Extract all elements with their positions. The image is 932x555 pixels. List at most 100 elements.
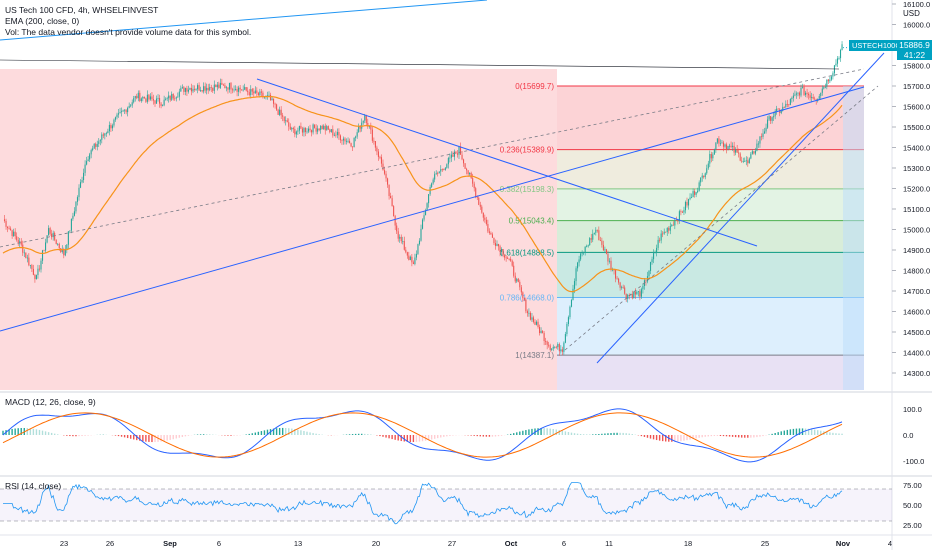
candle-body — [513, 266, 514, 276]
candle-body — [389, 185, 390, 196]
candle-body — [349, 141, 350, 143]
candle-body — [665, 232, 666, 233]
candle-body — [376, 148, 377, 152]
candle-body — [308, 129, 309, 132]
candle-body — [113, 120, 114, 126]
fib-band — [557, 298, 864, 356]
macd-bar — [48, 432, 49, 435]
candle-body — [506, 257, 507, 258]
candle-body — [347, 141, 348, 142]
macd-bar — [796, 429, 797, 435]
candle-body — [746, 160, 747, 161]
rsi-label[interactable]: RSI (14, close) — [5, 481, 61, 491]
candle-body — [299, 126, 300, 130]
candle-body — [832, 73, 833, 76]
candle-body — [94, 144, 95, 149]
macd-bar — [416, 435, 417, 442]
candle-body — [828, 80, 829, 82]
candle-body — [662, 234, 663, 235]
candle-body — [398, 231, 399, 238]
macd-bar — [516, 432, 517, 435]
candle-body — [796, 93, 797, 94]
candle-body — [671, 225, 672, 226]
candle-body — [275, 104, 276, 105]
candle-body — [317, 129, 318, 132]
candle-body — [72, 216, 73, 219]
candle-body — [316, 128, 317, 132]
candle-body — [648, 271, 649, 276]
macd-bar — [592, 434, 593, 435]
candle-body — [744, 161, 745, 162]
candle-body — [624, 288, 625, 294]
time-tick-label: 4 — [888, 539, 892, 548]
candle-body — [718, 138, 719, 143]
candle-body — [585, 247, 586, 253]
macd-bar — [568, 432, 569, 435]
macd-bar — [474, 435, 475, 436]
candle-body — [521, 287, 522, 292]
candle-body — [323, 126, 324, 129]
candle-body — [651, 259, 652, 262]
candle-body — [256, 91, 257, 93]
candle-body — [195, 89, 196, 90]
macd-bar — [723, 435, 724, 436]
candle-body — [594, 233, 595, 234]
macd-bar — [510, 434, 511, 435]
ema-label[interactable]: EMA (200, close, 0) — [5, 16, 251, 27]
candle-body — [230, 83, 231, 89]
macd-bar — [616, 433, 617, 435]
macd-bar — [747, 435, 748, 438]
candle-body — [322, 126, 323, 129]
candle-body — [743, 161, 744, 162]
macd-bar — [398, 435, 399, 440]
price-tick-label: 15800.0 — [903, 62, 930, 71]
candle-body — [37, 269, 38, 275]
candle-body — [556, 347, 557, 348]
candle-body — [633, 292, 634, 299]
macd-bar — [14, 429, 15, 435]
candle-body — [740, 154, 741, 161]
macd-bar — [702, 435, 703, 437]
macd-bar — [434, 435, 435, 439]
candle-body — [124, 109, 125, 110]
candle-body — [802, 87, 803, 88]
fib-level-label: 0.236(15389.9) — [500, 146, 555, 155]
macd-label[interactable]: MACD (12, 26, close, 9) — [5, 397, 96, 407]
candle-body — [697, 191, 698, 192]
macd-bar — [519, 432, 520, 435]
candle-body — [253, 92, 254, 94]
symbol-label[interactable]: US Tech 100 CFD, 4h, WHSELFINVEST — [5, 5, 251, 16]
candle-body — [583, 253, 584, 254]
candle-body — [227, 87, 228, 89]
candle-body — [706, 168, 707, 173]
candle-body — [226, 87, 227, 88]
macd-bar — [744, 435, 745, 438]
candle-body — [148, 95, 149, 100]
price-tick-label: 15600.0 — [903, 103, 930, 112]
candle-body — [694, 191, 695, 195]
candle-body — [420, 229, 421, 241]
macd-bar — [258, 432, 259, 435]
price-tick-label: 15400.0 — [903, 144, 930, 153]
time-tick-label: Oct — [505, 539, 518, 548]
candle-body — [241, 89, 242, 90]
time-tick-label: 6 — [217, 539, 221, 548]
candle-body — [10, 229, 11, 231]
candle-body — [246, 87, 247, 91]
macd-bar — [75, 435, 76, 436]
macd-bar — [659, 435, 660, 441]
candle-body — [132, 102, 133, 105]
candle-body — [440, 169, 441, 171]
candle-body — [769, 116, 770, 119]
macd-bar — [148, 435, 149, 442]
macd-bar — [811, 429, 812, 435]
price-tick-label: 14400.0 — [903, 349, 930, 358]
candle-body — [305, 128, 306, 132]
candle-body — [139, 93, 140, 101]
candle-body — [721, 143, 722, 144]
macd-bar — [188, 435, 189, 436]
candle-body — [560, 349, 561, 351]
macd-bar — [495, 435, 496, 436]
candle-body — [550, 345, 551, 350]
